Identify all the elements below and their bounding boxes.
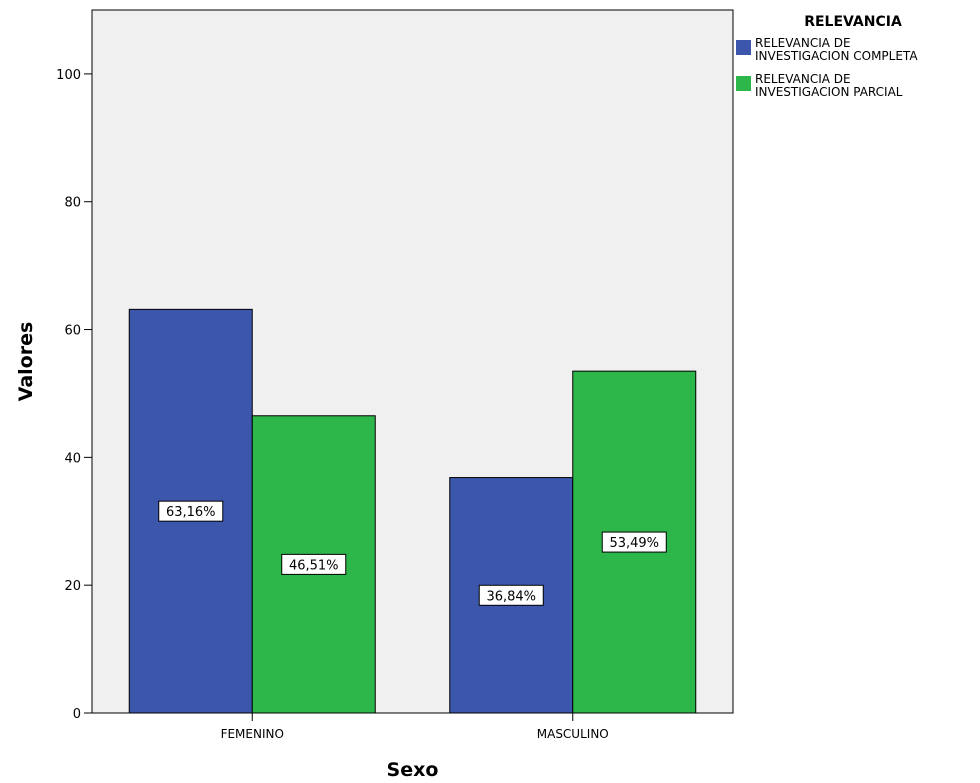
y-tick-label: 20 <box>64 579 81 594</box>
data-label: 63,16% <box>166 505 216 520</box>
x-tick-label: MASCULINO <box>537 727 609 741</box>
legend-title: RELEVANCIA <box>804 14 902 30</box>
legend-swatch <box>736 40 751 55</box>
legend-entry-label: INVESTIGACION PARCIAL <box>755 85 903 99</box>
data-label-box <box>478 584 544 606</box>
data-label-box <box>158 500 224 522</box>
legend-swatch <box>736 76 751 91</box>
data-label: 46,51% <box>289 558 339 573</box>
x-axis: FEMENINO MASCULINO <box>221 713 609 741</box>
x-axis-title: Sexo <box>387 759 439 781</box>
y-axis: 0 20 40 60 80 100 <box>56 68 92 722</box>
data-label-box <box>281 553 347 575</box>
data-label: 53,49% <box>609 536 659 551</box>
y-tick-label: 60 <box>64 324 81 339</box>
x-tick-label: FEMENINO <box>221 727 284 741</box>
y-tick-label: 100 <box>56 68 81 83</box>
legend-entry-label: INVESTIGACION COMPLETA <box>755 49 918 63</box>
y-tick-label: 80 <box>64 196 81 211</box>
y-tick-label: 0 <box>73 707 81 722</box>
legend-entry-label: RELEVANCIA DE <box>755 72 851 86</box>
y-tick-label: 40 <box>64 451 81 466</box>
data-label-box <box>601 531 667 553</box>
y-axis-title: Valores <box>15 322 37 402</box>
legend-entry-label: RELEVANCIA DE <box>755 36 851 50</box>
data-label: 36,84% <box>486 589 536 604</box>
data-labels-group: 63,16% 36,84% 46,51% 53,49% <box>158 500 667 606</box>
